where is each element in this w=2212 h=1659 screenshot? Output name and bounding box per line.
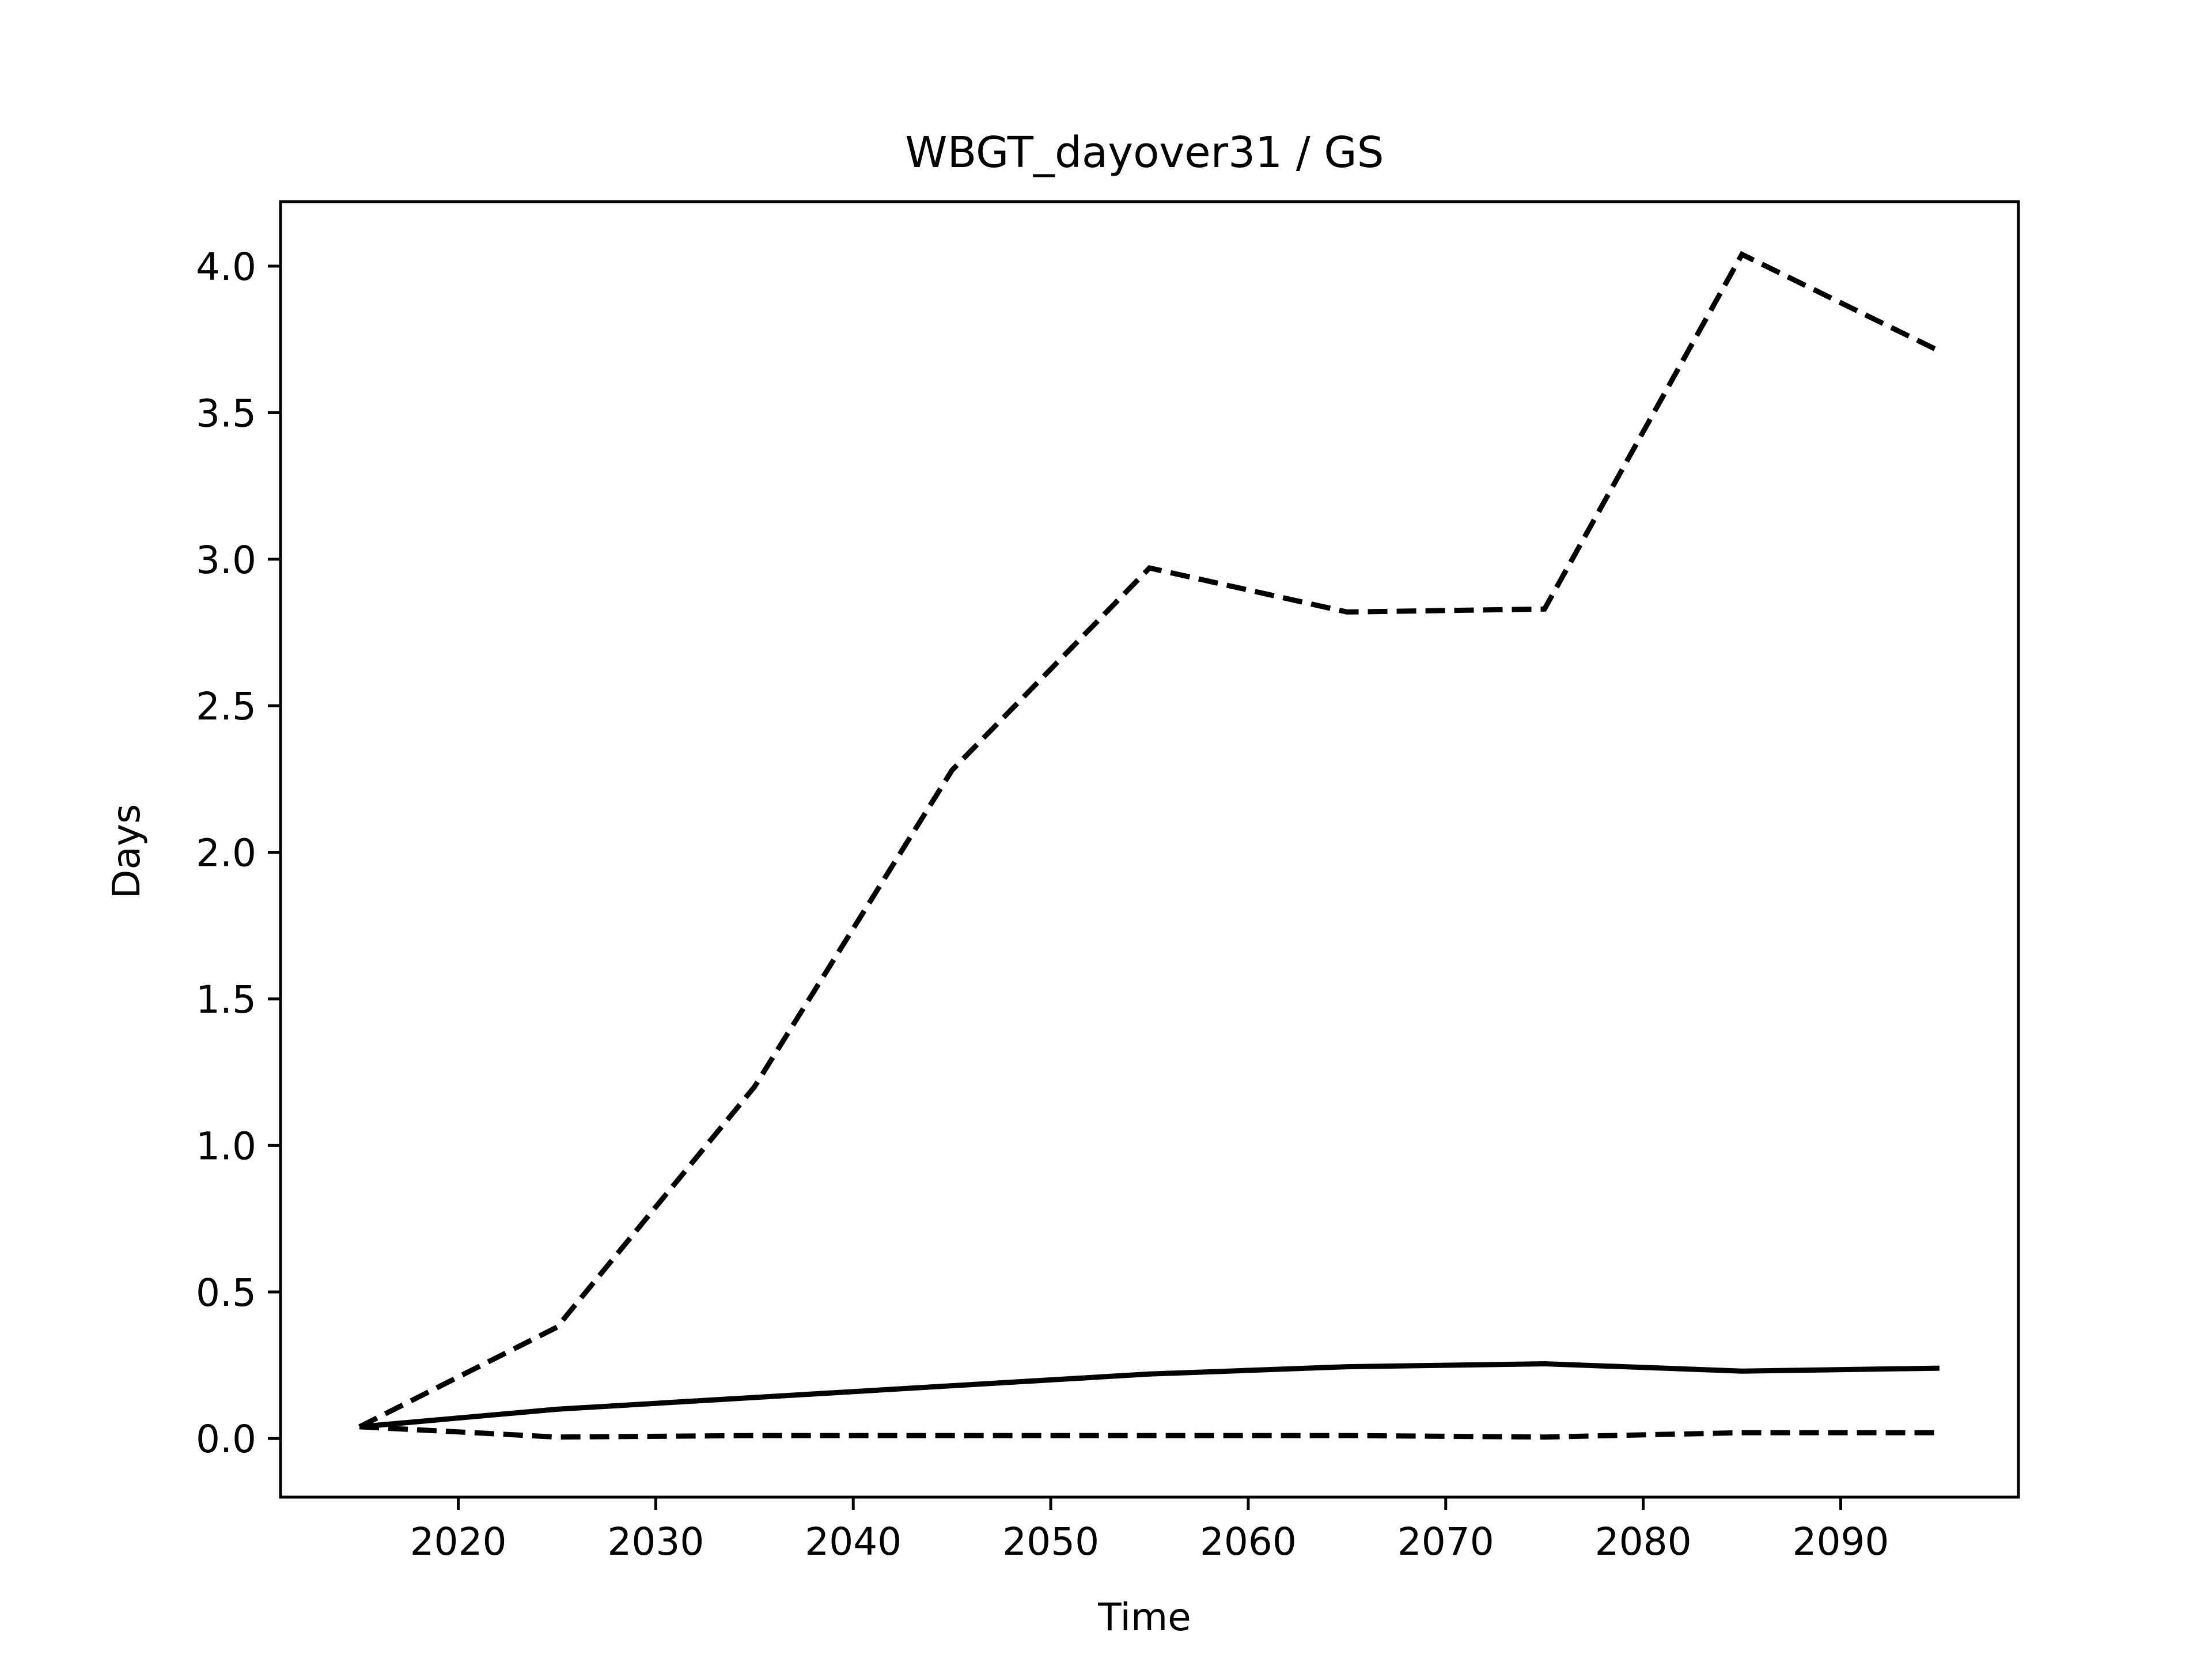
y-tick-label: 0.0: [196, 1417, 256, 1461]
y-axis: 0.0 0.5 1.0 1.5 2.0 2.5 3.0 3.5 4.0: [196, 245, 281, 1461]
series-layer: [358, 251, 1941, 1440]
y-tick-label: 3.5: [196, 391, 256, 435]
y-axis-label: Days: [104, 804, 149, 899]
x-tick-label: 2090: [1792, 1520, 1889, 1564]
x-tick-label: 2050: [1002, 1520, 1099, 1564]
plot-frame: [279, 200, 2020, 1499]
series-line-3: [359, 1424, 1940, 1440]
x-tick-label: 2020: [410, 1520, 507, 1564]
y-tick-label: 1.0: [196, 1124, 256, 1168]
y-tick-label: 3.0: [196, 538, 256, 582]
y-tick-label: 0.5: [196, 1271, 256, 1315]
series-line-2: [359, 1361, 1940, 1430]
x-tick-label: 2070: [1397, 1520, 1494, 1564]
x-tick-label: 2060: [1200, 1520, 1297, 1564]
y-tick-label: 2.5: [196, 684, 256, 729]
x-axis: 2020 2030 2040 2050 2060 2070 2080 2090: [410, 1497, 1889, 1564]
x-axis-label: Time: [1097, 1595, 1191, 1639]
x-tick-label: 2080: [1595, 1520, 1692, 1564]
chart-title: WBGT_dayover31 / GS: [905, 128, 1384, 177]
x-tick-label: 2030: [607, 1520, 704, 1564]
series-line-1: [358, 251, 1941, 1429]
x-tick-label: 2040: [805, 1520, 902, 1564]
y-tick-label: 1.5: [196, 978, 256, 1022]
y-tick-label: 4.0: [196, 245, 256, 289]
y-tick-label: 2.0: [196, 831, 256, 876]
